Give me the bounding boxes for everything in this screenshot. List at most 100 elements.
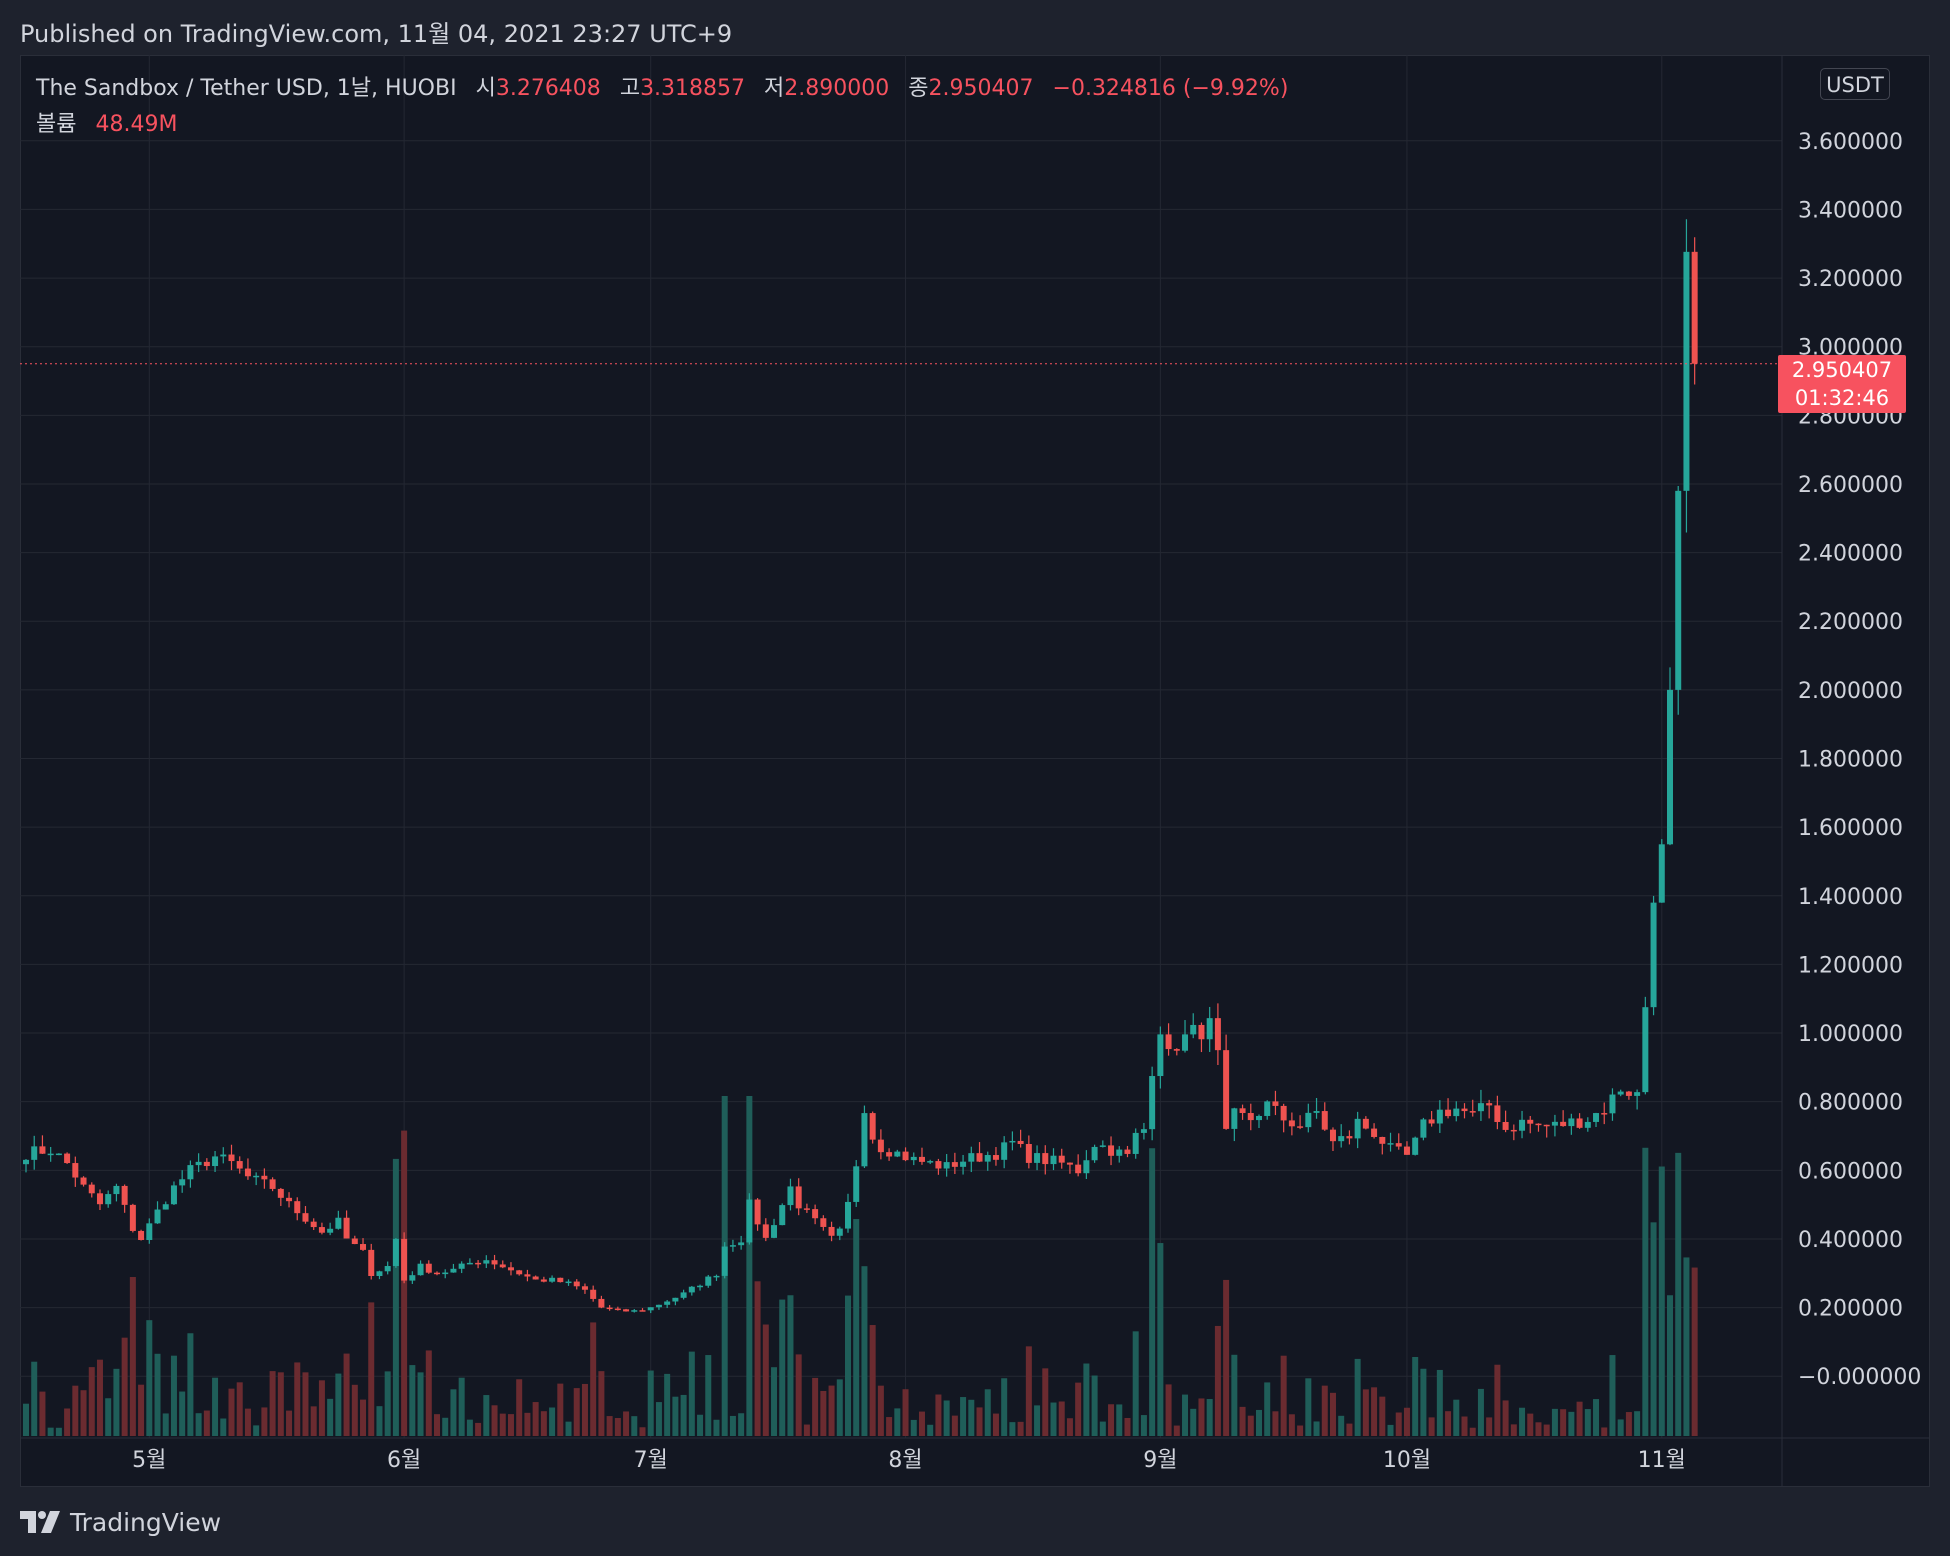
- volume-bar: [1362, 1389, 1369, 1436]
- candle-body: [195, 1161, 202, 1166]
- volume-bar: [984, 1389, 991, 1436]
- price-tick-label: −0.000000: [1798, 1365, 1921, 1390]
- volume-bar: [1256, 1409, 1262, 1436]
- candle-body: [1223, 1050, 1230, 1129]
- candle-body: [828, 1226, 835, 1236]
- volume-bar: [886, 1417, 893, 1436]
- volume-bar: [590, 1322, 597, 1436]
- candle-body: [376, 1271, 383, 1277]
- volume-bar: [1050, 1402, 1057, 1436]
- candle-body: [787, 1186, 794, 1206]
- candle-body: [655, 1304, 662, 1308]
- symbol-legend[interactable]: The Sandbox / Tether USD, 1날, HUOBI 시3.2…: [36, 70, 1288, 102]
- candle-body: [845, 1201, 851, 1229]
- volume-value: 48.49M: [95, 112, 178, 137]
- volume-bar: [1560, 1409, 1567, 1436]
- candle-body: [697, 1285, 704, 1288]
- volume-bar: [491, 1405, 498, 1436]
- volume-bar: [1042, 1368, 1049, 1436]
- volume-bar: [1403, 1407, 1410, 1436]
- candle-body: [795, 1186, 802, 1209]
- candle-body: [623, 1309, 630, 1312]
- volume-bar: [154, 1353, 161, 1436]
- candle-body: [1247, 1113, 1254, 1121]
- volume-legend[interactable]: 볼륨 48.49M: [36, 106, 177, 138]
- volume-bar: [1346, 1423, 1353, 1436]
- tradingview-brand[interactable]: TradingView: [20, 1506, 221, 1538]
- candle-body: [1321, 1111, 1328, 1130]
- candle-body: [573, 1281, 580, 1287]
- volume-bar: [187, 1333, 194, 1436]
- currency-button[interactable]: USDT: [1820, 68, 1890, 100]
- volume-bar: [1658, 1166, 1665, 1436]
- open-label: 시: [475, 76, 496, 101]
- volume-bar: [1527, 1413, 1534, 1436]
- close-label: 종: [908, 76, 929, 101]
- volume-bar: [1691, 1267, 1698, 1436]
- candle-body: [836, 1228, 843, 1236]
- volume-bar: [664, 1373, 671, 1436]
- candle-body: [105, 1194, 112, 1205]
- candle-body: [1576, 1118, 1583, 1128]
- volume-bar: [1313, 1421, 1320, 1436]
- candle-body: [212, 1156, 219, 1167]
- volume-bar: [655, 1402, 662, 1436]
- candle-body: [23, 1159, 29, 1165]
- volume-bar: [540, 1411, 547, 1436]
- candlestick-chart[interactable]: −0.000000 0.200000 0.400000 0.600000 0.80000…: [20, 55, 1930, 1487]
- candle-body: [1001, 1142, 1008, 1160]
- candle-body: [1091, 1146, 1098, 1161]
- candle-body: [540, 1279, 547, 1282]
- volume-bar: [1165, 1384, 1172, 1436]
- candle-body: [294, 1201, 301, 1214]
- candle-body: [483, 1260, 490, 1264]
- volume-bar: [1099, 1421, 1106, 1436]
- candle-body: [475, 1262, 482, 1265]
- volume-bar: [434, 1414, 440, 1436]
- candle-body: [557, 1277, 564, 1283]
- volume-bar: [72, 1385, 79, 1436]
- candle-body: [96, 1193, 103, 1205]
- volume-bar: [1519, 1407, 1526, 1436]
- candle-body: [39, 1146, 46, 1154]
- candle-body: [302, 1213, 309, 1222]
- volume-bar: [968, 1399, 975, 1436]
- candle-body: [466, 1262, 473, 1265]
- volume-bar: [573, 1388, 580, 1436]
- volume-bar: [992, 1413, 999, 1436]
- volume-bar: [647, 1370, 654, 1436]
- volume-bar: [384, 1371, 391, 1436]
- volume-bar: [203, 1410, 210, 1436]
- candle-body: [1149, 1076, 1156, 1130]
- candle-body: [779, 1205, 786, 1226]
- price-tick-label: 3.200000: [1798, 267, 1903, 292]
- candle-body: [894, 1151, 901, 1157]
- high-value: 3.318857: [640, 76, 746, 101]
- candle-body: [72, 1163, 79, 1178]
- candle-body: [680, 1292, 687, 1298]
- candle-body: [1272, 1101, 1279, 1106]
- volume-bar: [1568, 1411, 1575, 1436]
- candle-body: [918, 1156, 925, 1162]
- candle-body: [417, 1263, 424, 1276]
- candle-body: [1625, 1091, 1632, 1096]
- candle-body: [1297, 1126, 1304, 1128]
- symbol-title: The Sandbox / Tether USD, 1날, HUOBI: [36, 76, 457, 101]
- candle-body: [902, 1151, 909, 1161]
- candle-body: [910, 1156, 917, 1161]
- candle-body: [1157, 1034, 1164, 1077]
- candle-body: [236, 1161, 243, 1169]
- candle-body: [450, 1268, 457, 1273]
- candle-body: [1683, 251, 1690, 491]
- candle-body: [976, 1153, 983, 1162]
- volume-bar: [812, 1377, 819, 1436]
- volume-bar: [113, 1368, 120, 1436]
- candle-body: [1346, 1136, 1353, 1139]
- volume-bar: [951, 1415, 958, 1436]
- candle-body: [968, 1153, 975, 1162]
- candle-body: [803, 1208, 810, 1210]
- candle-body: [187, 1165, 194, 1180]
- volume-bar: [680, 1394, 687, 1436]
- time-tick-label: 5월: [132, 1448, 166, 1473]
- volume-bar: [55, 1427, 62, 1436]
